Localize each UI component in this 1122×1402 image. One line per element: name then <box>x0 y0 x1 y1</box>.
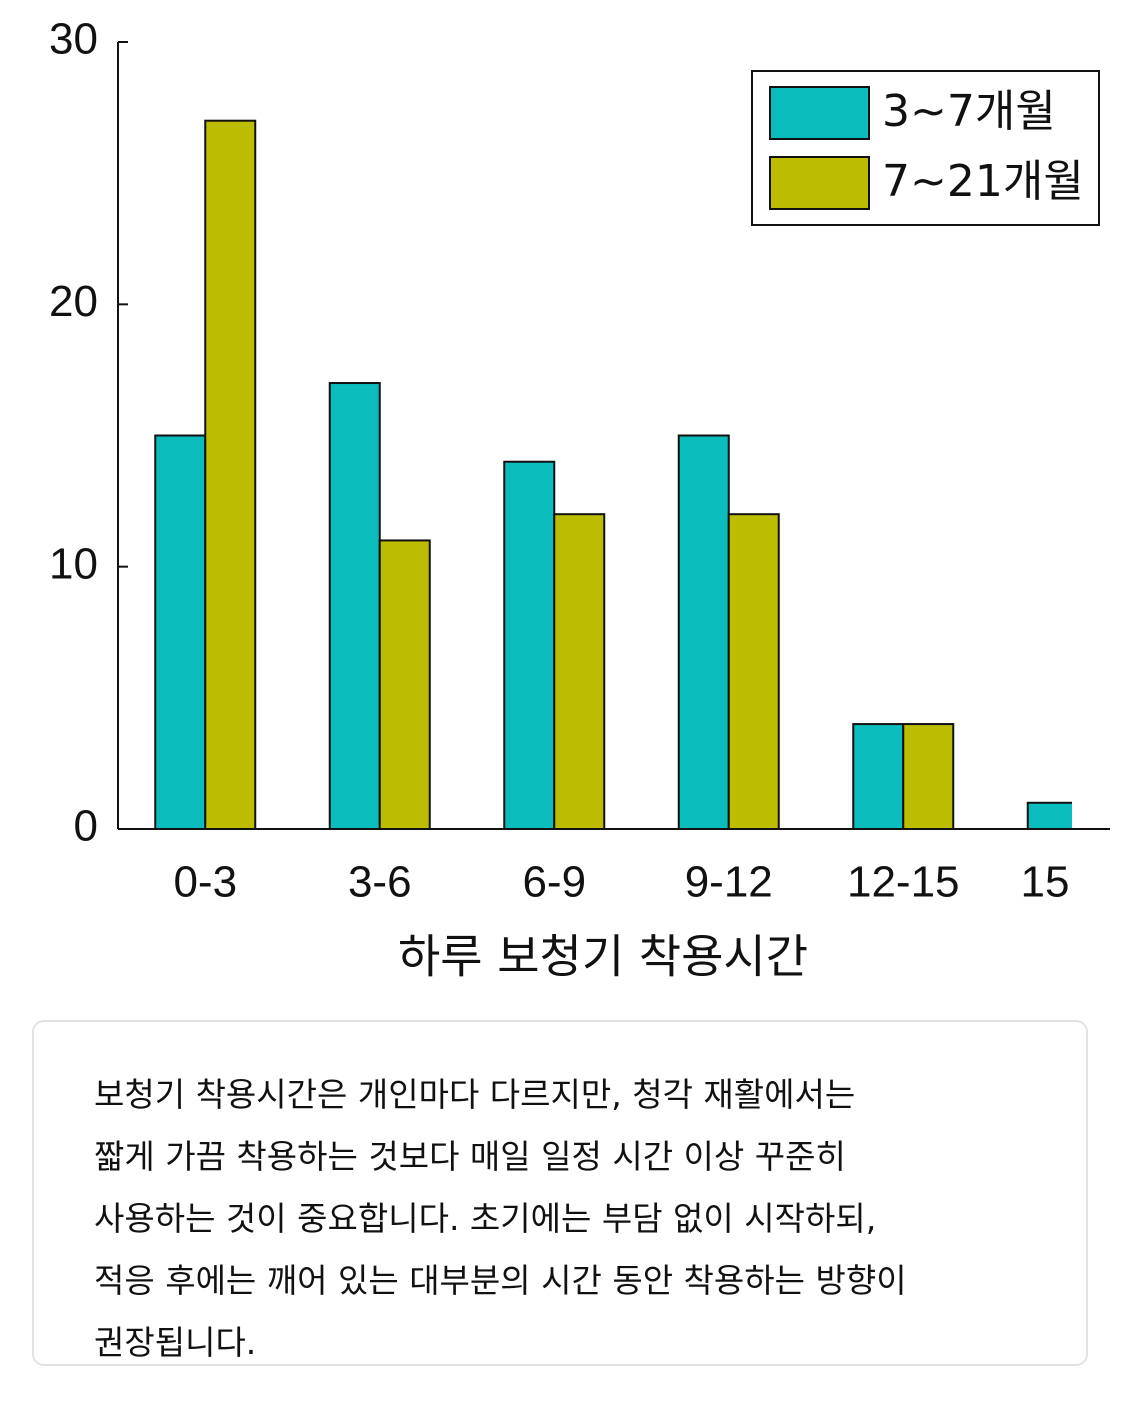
bar <box>677 434 730 830</box>
y-tick-label: 10 <box>49 539 98 588</box>
bar <box>328 382 381 830</box>
annotation-line: 보청기 착용시간은 개인마다 다르지만, 청각 재활에서는 <box>94 1075 856 1114</box>
legend-label: 7~21개월 <box>882 156 1084 207</box>
x-tick-label: 9-12 <box>685 858 773 907</box>
annotation-line: 사용하는 것이 중요합니다. 초기에는 부담 없이 시작하되, <box>94 1199 877 1238</box>
legend-swatch <box>769 86 870 140</box>
bars <box>154 119 1072 831</box>
y-tick-label: 0 <box>74 802 98 851</box>
bar <box>1026 801 1072 830</box>
x-tick-label: 0-3 <box>173 858 237 907</box>
bar <box>378 539 431 831</box>
legend-label: 3~7개월 <box>882 86 1056 137</box>
bar <box>154 434 207 830</box>
bar <box>852 723 905 830</box>
x-tick-label: 3-6 <box>348 858 412 907</box>
annotation-line: 권장됩니다. <box>94 1323 257 1362</box>
bar <box>727 513 780 830</box>
annotation-line: 적응 후에는 깨어 있는 대부분의 시간 동안 착용하는 방향이 <box>94 1261 907 1300</box>
y-tick-label: 30 <box>49 15 98 64</box>
x-tick-label: 15 <box>1021 858 1070 907</box>
annotation-line: 짧게 가끔 착용하는 것보다 매일 일정 시간 이상 꾸준히 <box>94 1137 846 1176</box>
bar <box>503 460 556 830</box>
bar <box>553 513 606 830</box>
bar <box>902 723 955 830</box>
x-axis-label: 하루 보청기 착용시간 <box>398 930 808 984</box>
x-tick-label: 6-9 <box>522 858 586 907</box>
x-tick-label: 12-15 <box>847 858 960 907</box>
legend-swatch <box>769 156 870 210</box>
chart: 하루 보청기 착용시간 0 10 20 30 0-3 3-6 6-9 9-12 12-15 15 3… <box>49 15 1110 984</box>
y-tick-label: 20 <box>49 277 98 326</box>
bar <box>204 119 257 830</box>
